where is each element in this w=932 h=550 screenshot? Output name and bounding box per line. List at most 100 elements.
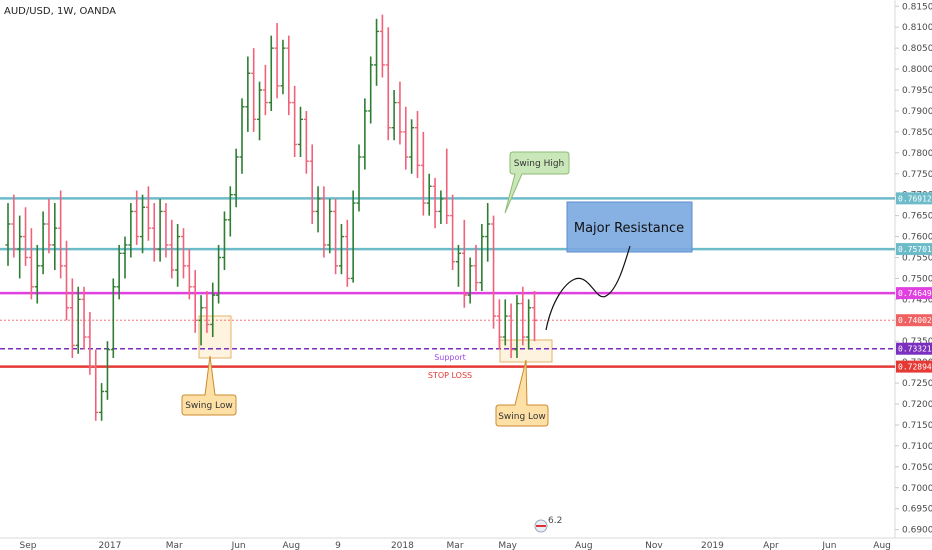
ohlc-bar [169, 219, 175, 279]
price-tag-0.76912 [896, 192, 932, 205]
ohlc-bar [251, 48, 257, 132]
ohlc-bar [233, 148, 239, 208]
swing-low-zone-2 [499, 339, 553, 363]
ohlc-bar [262, 64, 268, 116]
footer-badge-text: 6.2 [548, 516, 562, 526]
ohlc-bar [116, 244, 122, 300]
ohlc-bar [28, 228, 34, 300]
ohlc-bar [69, 278, 75, 358]
ohlc-bar [157, 198, 163, 262]
ohlc-bar [280, 39, 286, 95]
ohlc-bar [198, 295, 204, 346]
ohlc-bar [104, 341, 110, 400]
swing-low-callout-1 [181, 355, 237, 416]
date-tick-label: Jun [231, 541, 246, 550]
ohlc-bar [40, 211, 46, 275]
ohlc-bar [479, 223, 485, 291]
ohlc-bar [420, 131, 426, 216]
price-tag-0.74002 [896, 314, 932, 327]
ohlc-bar [145, 186, 151, 241]
ohlc-bar [274, 23, 280, 99]
ohlc-bar [467, 257, 473, 304]
ohlc-bar [245, 56, 251, 132]
ohlc-bar [298, 106, 303, 158]
price-tag-text: 0.75701 [898, 245, 932, 254]
ohlc-bar [110, 278, 116, 358]
ohlc-bar [403, 106, 409, 170]
ohlc-bar [455, 244, 461, 287]
ohlc-bar [368, 56, 374, 124]
price-tag-text: 0.76912 [898, 194, 932, 203]
price-tag-0.73321 [896, 342, 932, 355]
plot-area[interactable] [0, 0, 895, 538]
ohlc-bar [64, 240, 69, 321]
swing-high-callout [504, 151, 570, 214]
price-tag-0.72894 [896, 360, 932, 373]
ohlc-bar [374, 18, 380, 86]
major-resistance-label: Major Resistance [574, 221, 684, 236]
date-tick-label: 2017 [98, 541, 121, 550]
date-tick-label: Mar [166, 541, 183, 550]
swing-low-label-1: Swing Low [185, 401, 233, 411]
date-tick-label: Aug [282, 541, 300, 550]
ohlc-bar [151, 203, 157, 262]
ohlc-bar [99, 383, 105, 421]
ohlc-bar [327, 198, 333, 254]
price-tag-text: 0.74649 [898, 289, 932, 298]
ohlc-bar [181, 228, 186, 279]
ohlc-bar [315, 186, 321, 233]
ohlc-bar [81, 286, 87, 350]
ohlc-bar [11, 194, 17, 258]
ohlc-bar [438, 190, 444, 224]
date-tick-labels: Sep 2017 Mar Jun Aug 9 2018 Mar May Aug Nov 2019 Apr… [20, 541, 891, 550]
date-tick-label: Nov [645, 541, 663, 550]
ohlc-bar [192, 270, 198, 333]
ohlc-bar [5, 203, 11, 266]
price-axis-panel[interactable] [895, 0, 932, 550]
ohlc-bar [23, 207, 29, 266]
date-tick-label: May [498, 541, 517, 550]
support-label: Support [434, 353, 466, 362]
price-tag-0.75701 [896, 243, 932, 256]
swing-low-callout-2 [495, 359, 549, 427]
ohlc-bar [508, 303, 514, 358]
date-tick-label: 2018 [391, 541, 414, 550]
ohlc-bar [186, 249, 192, 300]
ohlc-bar [532, 290, 537, 342]
ohlc-bar [514, 295, 520, 358]
ohlc-bar [502, 299, 508, 346]
price-tag-0.74649 [896, 287, 932, 300]
major-resistance-box[interactable] [566, 201, 693, 253]
swing-low-label-2: Swing Low [498, 412, 546, 422]
ohlc-bar [432, 177, 438, 229]
ohlc-bar [134, 190, 140, 245]
ohlc-bar [461, 219, 467, 308]
ohlc-bar [175, 223, 181, 287]
date-tick-label: Aug [873, 541, 891, 550]
ohlc-bar [520, 286, 526, 346]
footer-logo: 6.2 [534, 516, 562, 533]
ohlc-bar [321, 186, 327, 258]
date-tick-label: Aug [575, 541, 593, 550]
ohlc-bar [379, 14, 385, 78]
ohlc-bar [210, 282, 216, 338]
date-tick-label: Sep [20, 541, 37, 550]
price-tag-text: 0.73321 [898, 345, 932, 354]
ohlc-bar [75, 286, 81, 354]
ohlc-bar [350, 190, 356, 283]
ohlc-bar [239, 98, 245, 174]
ohlc-bar [491, 215, 497, 329]
ohlc-bar [46, 198, 52, 254]
ohlc-bars [5, 14, 537, 421]
